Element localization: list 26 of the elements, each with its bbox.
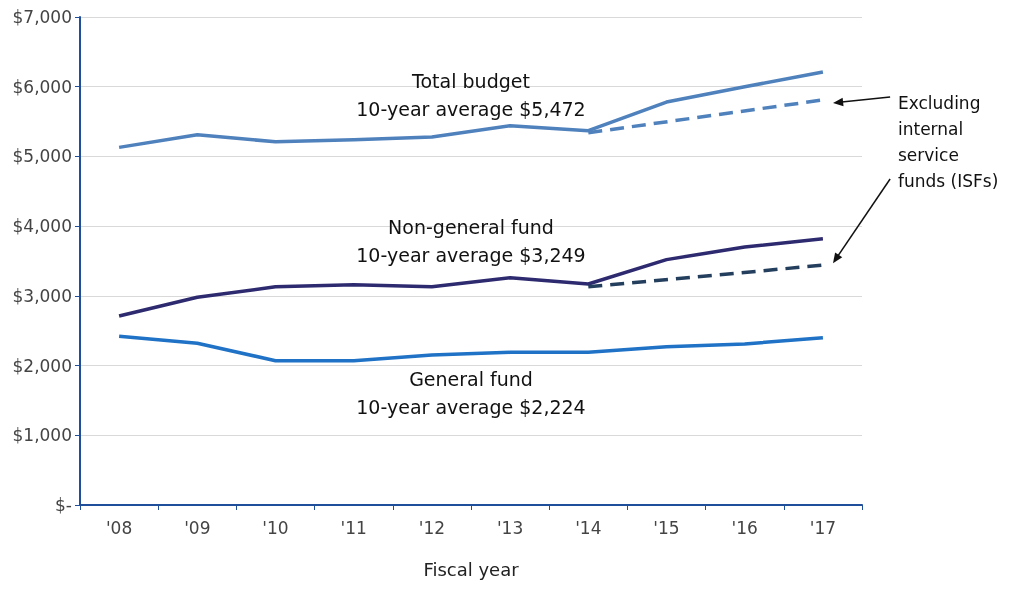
x-tick-label: '08 [105, 517, 133, 538]
y-tick-label: $1,000 [12, 425, 72, 446]
x-tick-label: '14 [575, 517, 602, 538]
y-tick-label: $4,000 [12, 216, 72, 237]
y-tick-label: $6,000 [12, 76, 72, 97]
x-tick-label: '11 [340, 517, 367, 538]
x-tick-label: '15 [653, 517, 680, 538]
x-tick-label: '16 [731, 517, 758, 538]
line-series [117, 70, 825, 150]
y-tick-label: $3,000 [12, 285, 72, 306]
line-series [117, 236, 825, 318]
x-tick-label: '12 [418, 517, 446, 538]
x-tick-label: '13 [496, 517, 524, 538]
annotation: General fund 10-year average $2,224 [356, 367, 586, 418]
annotation: Non-general fund 10-year average $3,249 [356, 216, 586, 267]
x-tick-label: '09 [184, 517, 211, 538]
y-tick-label: $7,000 [12, 7, 72, 27]
annotation: Total budget 10-year average $5,472 [356, 70, 586, 121]
line-series [117, 334, 825, 363]
x-tick-label: '17 [809, 517, 837, 538]
y-tick-label: $5,000 [12, 146, 72, 167]
y-tick-label: $- [55, 495, 72, 515]
y-tick-label: $2,000 [12, 355, 72, 376]
x-tick-label: '10 [262, 517, 289, 538]
text: Excluding internal service funds (ISFs) [898, 93, 999, 191]
x-axis-title: Fiscal year [423, 558, 520, 580]
